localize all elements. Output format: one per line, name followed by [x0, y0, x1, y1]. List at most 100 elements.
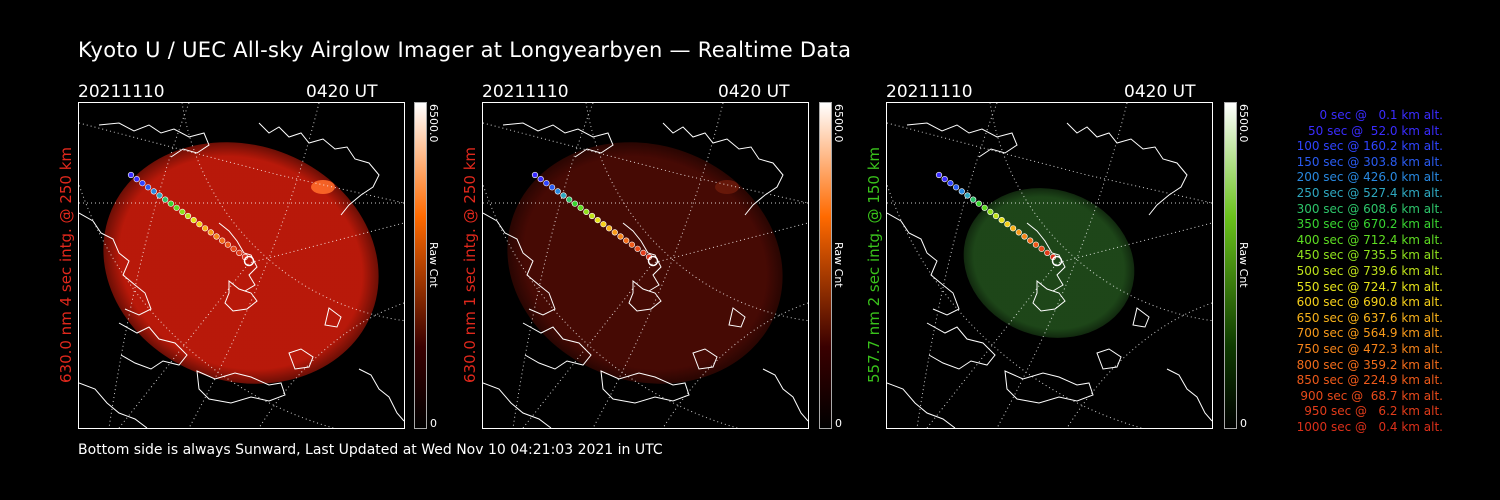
panel-1-colorbar-unit: Raw Cnt: [427, 242, 440, 288]
trajectory-point: [190, 216, 197, 224]
panel-2-colorbar-unit: Raw Cnt: [832, 242, 845, 288]
panel-3-colorbar-unit: Raw Cnt: [1237, 242, 1250, 288]
legend-entry: 450 sec @ 735.5 km alt.: [1296, 248, 1443, 263]
trajectory-point: [634, 245, 641, 252]
trajectory-point: [623, 237, 630, 244]
legend-entry: 400 sec @ 712.4 km alt.: [1296, 232, 1443, 247]
panel-3-ylabel: 557.7 nm 2 sec intg. @ 150 km: [865, 146, 883, 384]
panel-1-ylabel: 630.0 nm 4 sec intg. @ 250 km: [57, 146, 75, 384]
trajectory-point: [952, 184, 960, 191]
trajectory-point: [144, 184, 152, 191]
trajectory-point: [167, 200, 174, 207]
trajectory-point: [543, 180, 550, 187]
panel-3-colorbar-max: 6500.0: [1237, 104, 1250, 143]
aurora-spot: [715, 180, 739, 194]
trajectory-point: [1004, 221, 1011, 228]
trajectory-point: [236, 249, 243, 256]
panel-3-sky-image: [886, 102, 1213, 429]
legend-entry: 200 sec @ 426.0 km alt.: [1296, 170, 1443, 185]
trajectory-point: [583, 208, 590, 215]
legend-entry: 600 sec @ 690.8 km alt.: [1296, 295, 1443, 310]
panel-3-date: 20211110: [886, 82, 973, 102]
legend-entry: 950 sec @ 6.2 km alt.: [1304, 404, 1443, 419]
legend-entry: 550 sec @ 724.7 km alt.: [1296, 279, 1443, 294]
trajectory-point: [1032, 241, 1039, 248]
trajectory-point: [196, 221, 203, 228]
trajectory-point: [600, 221, 607, 228]
trajectory-point: [640, 249, 647, 256]
trajectory-point: [184, 212, 192, 220]
trajectory-legend: 0 sec @ 0.1 km alt. 50 sec @ 52.0 km alt…: [1250, 108, 1443, 435]
trajectory-point: [975, 200, 982, 207]
trajectory-point: [1044, 249, 1051, 256]
panel-1-time: 0420 UT: [306, 82, 378, 102]
trajectory-point: [560, 192, 567, 199]
panel-2-colorbar: [819, 102, 832, 429]
panel-2-date: 20211110: [482, 82, 569, 102]
legend-entry: 250 sec @ 527.4 km alt.: [1296, 185, 1443, 200]
trajectory-point: [571, 200, 578, 207]
panel-1-colorbar-min: 0: [430, 417, 437, 430]
trajectory-point: [947, 180, 954, 187]
trajectory-point: [1009, 225, 1017, 232]
trajectory-point: [1027, 237, 1034, 244]
legend-entry: 100 sec @ 160.2 km alt.: [1296, 139, 1443, 154]
trajectory-point: [1015, 229, 1022, 236]
panel-3-colorbar-min: 0: [1240, 417, 1247, 430]
coastlines: [483, 122, 808, 428]
airglow-field: [963, 188, 1135, 338]
panel-3-sky-svg: [887, 103, 1212, 428]
panel-2-ylabel: 630.0 nm 1 sec intg. @ 250 km: [461, 146, 479, 384]
legend-entry: 750 sec @ 472.3 km alt.: [1296, 341, 1443, 356]
trajectory-point: [970, 196, 977, 203]
trajectory-point: [1038, 245, 1045, 252]
trajectory-point: [139, 180, 146, 187]
trajectory-point: [537, 175, 544, 183]
trajectory-point: [992, 212, 1000, 220]
trajectory-point: [133, 175, 140, 183]
trajectory-point: [594, 216, 601, 224]
trajectory-point: [628, 241, 635, 248]
legend-entry: 500 sec @ 739.6 km alt.: [1296, 263, 1443, 278]
legend-entry: 850 sec @ 224.9 km alt.: [1296, 373, 1443, 388]
trajectory-point: [566, 196, 573, 203]
trajectory-point: [1021, 233, 1028, 240]
trajectory-point: [179, 208, 186, 215]
panel-2-time: 0420 UT: [718, 82, 790, 102]
trajectory-point: [173, 204, 180, 211]
trajectory-point: [935, 171, 943, 179]
trajectory-point: [554, 188, 561, 195]
coastlines: [79, 122, 404, 428]
legend-entry: 700 sec @ 564.9 km alt.: [1296, 326, 1443, 341]
panel-1-colorbar: [414, 102, 427, 429]
trajectory-point: [150, 188, 157, 195]
panel-2-sky-image: [482, 102, 809, 429]
panel-2-colorbar-min: 0: [835, 417, 842, 430]
trajectory-point: [998, 216, 1005, 224]
trajectory-point: [213, 233, 220, 240]
panel-3-time: 0420 UT: [1124, 82, 1196, 102]
trajectory-point: [617, 233, 624, 240]
panel-3-colorbar: [1224, 102, 1237, 429]
trajectory-point: [981, 204, 988, 211]
legend-entry: 650 sec @ 637.6 km alt.: [1296, 310, 1443, 325]
station-marker: [243, 255, 255, 267]
panel-1-sky-svg: [79, 103, 404, 428]
panel-2-sky-svg: [483, 103, 808, 428]
legend-entry: 900 sec @ 68.7 km alt.: [1300, 388, 1443, 403]
station-marker: [647, 255, 659, 267]
trajectory-point: [577, 204, 584, 211]
panel-2-colorbar-max: 6500.0: [832, 104, 845, 143]
legend-entry: 150 sec @ 303.8 km alt.: [1296, 154, 1443, 169]
legend-entry: 300 sec @ 608.6 km alt.: [1296, 201, 1443, 216]
legend-entry: 50 sec @ 52.0 km alt.: [1308, 123, 1443, 138]
legend-entry: 350 sec @ 670.2 km alt.: [1296, 217, 1443, 232]
legend-entry: 0 sec @ 0.1 km alt.: [1319, 108, 1444, 122]
trajectory-point: [958, 188, 965, 195]
trajectory-point: [230, 245, 237, 252]
trajectory-point: [207, 229, 214, 236]
legend-entry: 1000 sec @ 0.4 km alt.: [1296, 419, 1443, 434]
trajectory-point: [605, 225, 613, 232]
station-marker: [1051, 255, 1063, 267]
trajectory-point: [219, 237, 226, 244]
